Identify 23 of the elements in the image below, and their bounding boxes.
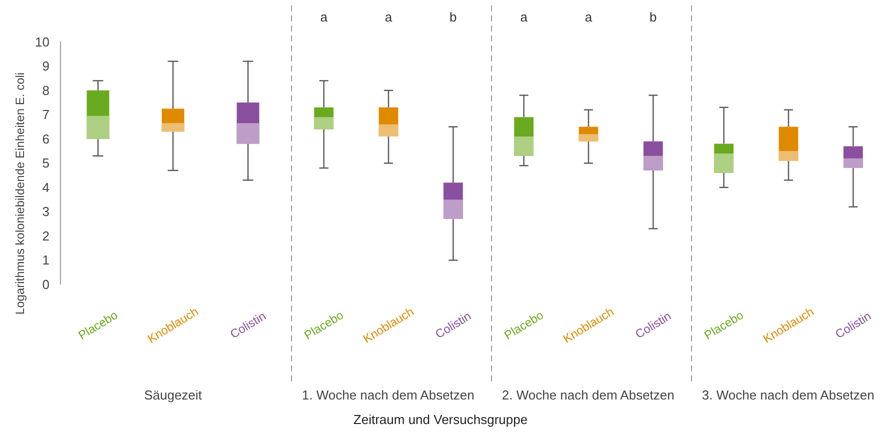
y-tick-label: 2 <box>42 228 50 244</box>
y-tick-label: 4 <box>42 180 50 195</box>
y-tick-label: 6 <box>42 131 50 146</box>
annotation: a <box>384 10 393 24</box>
y-tick-label: 0 <box>42 276 50 292</box>
y-tick-label: 8 <box>42 82 50 98</box>
y-tick-label: 3 <box>42 204 50 220</box>
annotation: b <box>650 10 657 24</box>
annotation: b <box>450 10 457 24</box>
text: Zeitraum und Versuchsgruppe <box>353 412 528 427</box>
y-tick-label: 10 <box>35 34 50 50</box>
y-tick-label: 5 <box>42 156 50 171</box>
y-tick-label: 7 <box>42 107 50 122</box>
x-axis-title: Säugezeit <box>144 388 202 402</box>
y-axis-title: Logarithmus koloniebildende Einheiten E. coli <box>13 72 28 315</box>
x-axis-title: 2. Woche nach dem Absetzen <box>502 388 674 402</box>
x-axis-title: 3. Woche nach dem Absetzen <box>702 388 874 402</box>
y-tick-label: 9 <box>42 58 50 74</box>
y-tick-label: 1 <box>42 252 50 268</box>
annotation: a <box>584 10 593 24</box>
annotation: a <box>320 10 328 24</box>
x-axis-title: 1. Woche nach dem Absetzen <box>302 388 474 402</box>
annotation: a <box>520 10 528 24</box>
